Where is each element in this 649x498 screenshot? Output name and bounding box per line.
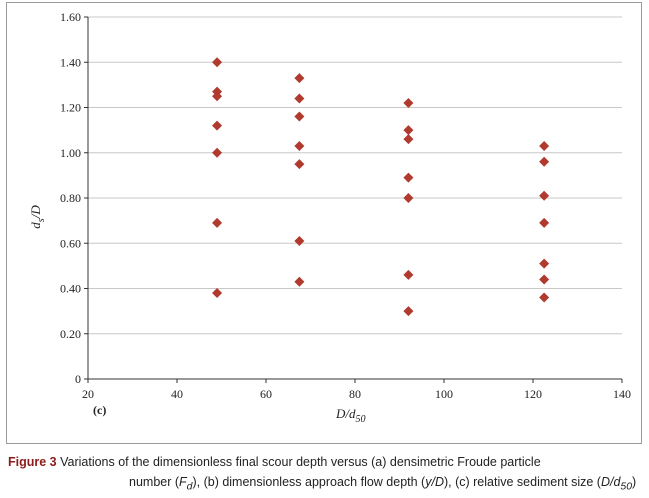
data-point (539, 217, 550, 228)
data-point (294, 235, 305, 246)
y-tick-label: 0 (75, 372, 81, 386)
x-tick-label: 60 (260, 387, 272, 401)
data-point (539, 274, 550, 285)
data-point (212, 91, 223, 102)
caption-symbol-dd-sub: 50 (620, 481, 632, 493)
data-point (539, 140, 550, 151)
panel-label: (c) (93, 403, 106, 417)
caption-text: ), (b) dimensionless approach flow depth… (192, 475, 426, 489)
data-point (294, 140, 305, 151)
data-point (212, 57, 223, 68)
x-axis-title-subscript: 50 (356, 414, 366, 425)
data-points (212, 57, 550, 317)
data-point (403, 193, 414, 203)
y-axis-title: ds/D (28, 205, 47, 229)
x-tick-label: 120 (524, 387, 542, 401)
figure-caption: Figure 3 Variations of the dimensionless… (8, 452, 638, 498)
figure-number: Figure 3 (8, 455, 57, 469)
y-axis-title-tail: /D (28, 205, 43, 220)
data-point (539, 190, 550, 201)
caption-text: ) (632, 475, 637, 489)
data-point (294, 159, 305, 170)
y-tick-label: 1.00 (60, 146, 81, 160)
x-tick-label: 40 (171, 387, 183, 401)
x-axis-title-main: D/d (335, 406, 356, 421)
data-point (294, 111, 305, 122)
y-axis-title-main: d (28, 222, 43, 229)
y-tick-label: 1.40 (60, 55, 81, 69)
y-tick-label: 0.80 (60, 191, 81, 205)
data-point (403, 134, 414, 145)
gridlines (88, 16, 622, 335)
data-point (212, 147, 223, 158)
axes (84, 16, 623, 383)
y-tick-labels: 0 0.20 0.40 0.60 0.80 1.00 1.20 1.40 1.60 (60, 10, 81, 386)
y-tick-label: 0.60 (60, 236, 81, 250)
data-point (212, 288, 223, 299)
data-point (539, 156, 550, 167)
x-axis-title: D/d50 (335, 406, 366, 425)
y-tick-label: 0.40 (60, 282, 81, 296)
data-point (539, 258, 550, 269)
x-tick-label: 20 (82, 387, 94, 401)
x-tick-labels: 20 40 60 80 100 120 140 (82, 387, 631, 401)
data-point (403, 306, 414, 317)
y-tick-label: 0.20 (60, 327, 81, 341)
data-point (403, 97, 414, 108)
x-tick-label: 140 (613, 387, 631, 401)
data-point (539, 292, 550, 303)
caption-symbol-fd-sub: d (186, 481, 193, 493)
x-tick-label: 80 (349, 387, 361, 401)
data-point (294, 93, 305, 104)
data-point (403, 125, 414, 136)
scatter-chart: 0 0.20 0.40 0.60 0.80 1.00 1.20 1.40 1.60 20 40 60… (28, 10, 631, 425)
caption-line-1: Variations of the dimensionless final sc… (56, 455, 541, 469)
data-point (403, 269, 414, 280)
chart-frame (6, 2, 642, 444)
data-point (294, 73, 305, 84)
caption-text: number ( (129, 475, 180, 489)
x-tick-label: 100 (435, 387, 453, 401)
data-point (212, 217, 223, 228)
y-tick-label: 1.20 (60, 101, 81, 115)
caption-line-2: number (Fd), (b) dimensionless approach … (8, 472, 638, 498)
data-point (294, 276, 305, 287)
data-point (212, 120, 223, 131)
y-tick-label: 1.60 (60, 10, 81, 24)
data-point (403, 172, 414, 183)
caption-symbol-dd: D/d (600, 475, 621, 489)
caption-symbol-fd: F (179, 475, 187, 489)
y-axis-title-subscript: s (36, 218, 47, 222)
caption-symbol-yd: y/D (425, 475, 444, 489)
caption-text: ), (c) relative sediment size ( (443, 475, 601, 489)
